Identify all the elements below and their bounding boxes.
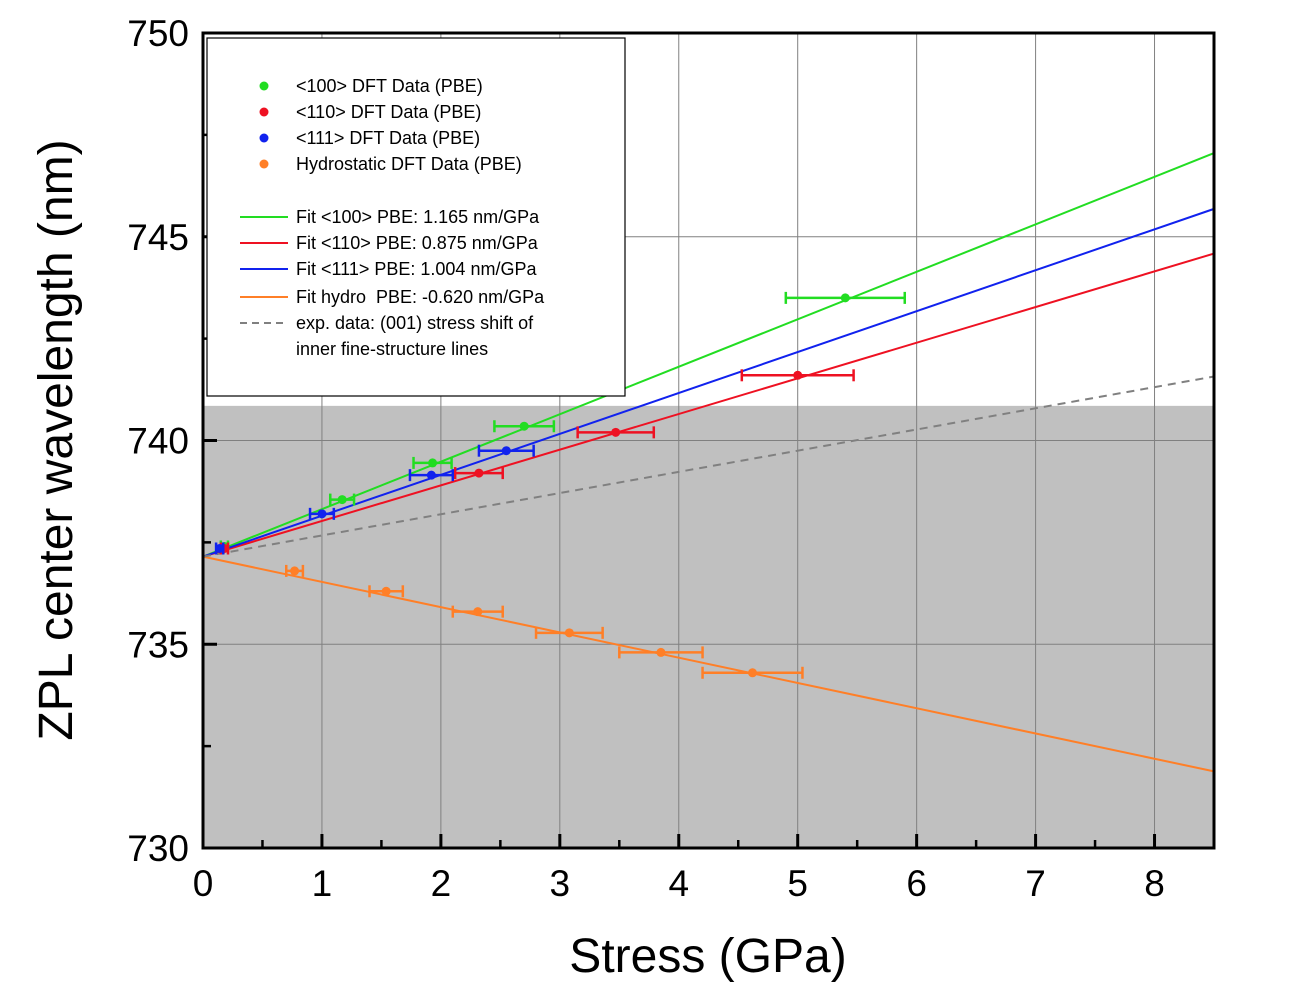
y-tick-label: 745 — [127, 217, 189, 258]
data-point — [519, 421, 529, 431]
data-point — [317, 509, 327, 519]
x-tick-label: 8 — [1144, 863, 1165, 904]
legend-marker-110 — [259, 107, 269, 117]
fit-line — [202, 152, 1215, 558]
legend-label-110: <110> DFT Data (PBE) — [296, 102, 481, 122]
data-points — [214, 291, 907, 679]
fit-line — [202, 375, 1215, 558]
data-point — [564, 628, 574, 638]
legend-label-exp-line2: inner fine-structure lines — [296, 339, 488, 359]
data-point — [381, 586, 391, 596]
x-tick-label: 5 — [787, 863, 808, 904]
data-point — [337, 495, 347, 505]
fit-line — [202, 207, 1215, 558]
legend-label-hydro: Hydrostatic DFT Data (PBE) — [296, 154, 522, 174]
x-tick-label: 1 — [312, 863, 333, 904]
y-axis-title: ZPL center wavelength (nm) — [30, 139, 83, 740]
data-point — [215, 543, 225, 553]
data-point — [473, 607, 483, 617]
legend-marker-100 — [259, 81, 269, 91]
data-point — [611, 427, 621, 437]
data-point — [748, 668, 758, 678]
legend-label-fit-hydro: Fit hydro PBE: -0.620 nm/GPa — [296, 287, 545, 307]
legend-label-fit-111: Fit <111> PBE: 1.004 nm/GPa — [296, 259, 537, 279]
data-point — [426, 470, 436, 480]
legend-label-fit-110: Fit <110> PBE: 0.875 nm/GPa — [296, 233, 539, 253]
legend-label-exp-line1: exp. data: (001) stress shift of — [296, 313, 534, 333]
data-point — [501, 446, 511, 456]
axis-ticks: 0 1 2 3 4 5 6 7 8 730 735 740 745 750 — [127, 13, 1165, 904]
x-axis-title: Stress (GPa) — [569, 930, 846, 983]
shaded-region — [203, 405, 1214, 848]
x-tick-label: 2 — [431, 863, 452, 904]
x-tick-label: 6 — [906, 863, 927, 904]
legend-label-100: <100> DFT Data (PBE) — [296, 76, 483, 96]
fit-lines — [202, 152, 1215, 773]
data-point — [840, 293, 850, 303]
x-tick-label: 3 — [550, 863, 571, 904]
legend-marker-111 — [259, 133, 269, 143]
data-point — [474, 468, 484, 478]
y-tick-label: 750 — [127, 13, 189, 54]
legend-marker-hydro — [259, 159, 269, 169]
legend-label-fit-100: Fit <100> PBE: 1.165 nm/GPa — [296, 207, 540, 227]
y-tick-label: 735 — [127, 624, 189, 665]
x-tick-label: 0 — [193, 863, 214, 904]
data-point — [656, 647, 666, 657]
fit-line — [202, 252, 1215, 558]
x-tick-label: 4 — [668, 863, 689, 904]
x-tick-label: 7 — [1025, 863, 1046, 904]
legend-label-111: <111> DFT Data (PBE) — [296, 128, 480, 148]
y-tick-label: 740 — [127, 421, 189, 462]
data-point — [290, 566, 300, 576]
legend: <100> DFT Data (PBE) <110> DFT Data (PBE… — [206, 37, 626, 397]
y-tick-label: 730 — [127, 828, 189, 869]
data-point — [428, 458, 438, 468]
data-point — [793, 370, 803, 380]
